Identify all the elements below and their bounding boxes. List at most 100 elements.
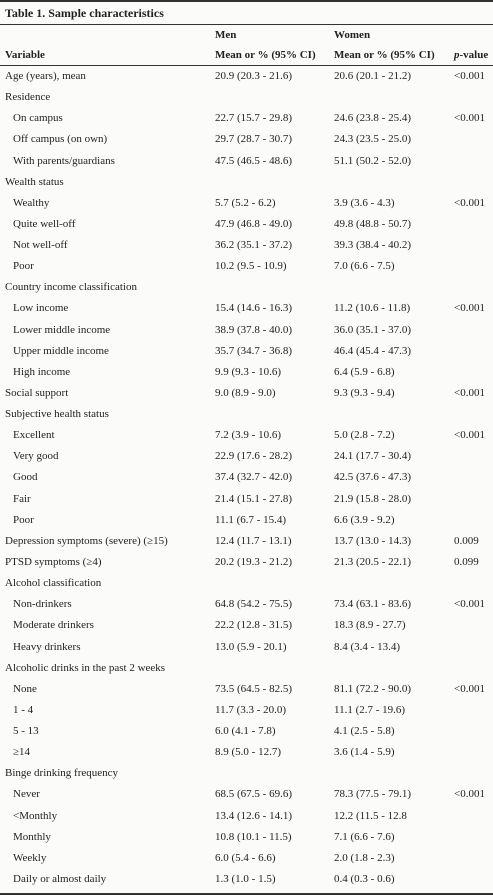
men-value: 11.1 (6.7 - 15.4)	[215, 513, 287, 526]
row-label: Poor	[13, 513, 34, 526]
row-label: Off campus (on own)	[13, 133, 108, 146]
variable-label: Country income classification	[5, 281, 137, 294]
women-value: 42.5 (37.6 - 47.3)	[334, 471, 411, 484]
men-value: 7.2 (3.9 - 10.6)	[215, 429, 281, 442]
men-value: 22.2 (12.8 - 31.5)	[215, 619, 292, 632]
variable-label: Age (years), mean	[5, 70, 86, 82]
row-label: Low income	[13, 302, 69, 315]
men-value: 13.4 (12.6 - 14.1)	[215, 809, 292, 822]
row-label: Weekly	[13, 851, 47, 864]
women-value: 8.4 (3.4 - 13.4)	[334, 640, 400, 653]
women-value: 20.6 (20.1 - 21.2)	[334, 70, 411, 82]
row-label: Daily or almost daily	[13, 872, 107, 885]
women-value: 7.0 (6.6 - 7.5)	[334, 260, 395, 273]
row-label: Upper middle income	[13, 344, 109, 357]
bottom-rule	[0, 893, 493, 895]
row-label: Fair	[13, 492, 31, 505]
p-value: 0.009	[454, 534, 479, 547]
row-label: Excellent	[13, 429, 55, 442]
row-label: Non-drinkers	[13, 598, 72, 611]
women-value: 6.4 (5.9 - 6.8)	[334, 365, 395, 378]
men-value: 12.4 (11.7 - 13.1)	[215, 534, 292, 547]
group-header: Men	[215, 29, 237, 41]
row-label: Good	[13, 471, 38, 484]
women-value: 81.1 (72.2 - 90.0)	[334, 682, 411, 695]
row-label: With parents/guardians	[13, 154, 115, 167]
women-value: 2.0 (1.8 - 2.3)	[334, 851, 395, 864]
p-value: <0.001	[454, 70, 485, 82]
women-value: 73.4 (63.1 - 83.6)	[334, 598, 411, 611]
men-value: 22.9 (17.6 - 28.2)	[215, 450, 292, 463]
p-value: <0.001	[454, 788, 485, 801]
p-value: <0.001	[454, 386, 485, 399]
variable-label: Social support	[5, 386, 69, 399]
row-label: Moderate drinkers	[13, 619, 94, 632]
p-value: 0.099	[454, 555, 479, 568]
variable-label: Residence	[5, 91, 51, 104]
men-value: 20.9 (20.3 - 21.6)	[215, 70, 292, 82]
women-value: 39.3 (38.4 - 40.2)	[334, 239, 411, 252]
women-value: 24.1 (17.7 - 30.4)	[334, 450, 411, 463]
men-value: 9.9 (9.3 - 10.6)	[215, 365, 281, 378]
women-value: 18.3 (8.9 - 27.7)	[334, 619, 406, 632]
row-label: None	[13, 682, 37, 695]
men-value: 36.2 (35.1 - 37.2)	[215, 239, 292, 252]
women-value: 12.2 (11.5 - 12.8	[334, 809, 407, 822]
women-value: 46.4 (45.4 - 47.3)	[334, 344, 411, 357]
men-value: 35.7 (34.7 - 36.8)	[215, 344, 292, 357]
men-value: 47.5 (46.5 - 48.6)	[215, 154, 292, 167]
row-label: Very good	[13, 450, 59, 463]
title-rule	[0, 24, 493, 25]
men-value: 11.7 (3.3 - 20.0)	[215, 703, 287, 716]
row-label: <Monthly	[13, 809, 58, 822]
men-value: 68.5 (67.5 - 69.6)	[215, 788, 292, 801]
women-value: 13.7 (13.0 - 14.3)	[334, 534, 411, 547]
row-label: Heavy drinkers	[13, 640, 81, 653]
variable-label: Alcoholic drinks in the past 2 weeks	[5, 661, 166, 674]
women-value: 6.6 (3.9 - 9.2)	[334, 513, 395, 526]
women-value: 3.6 (1.4 - 5.9)	[334, 746, 395, 759]
men-value: 13.0 (5.9 - 20.1)	[215, 640, 287, 653]
variable-label: Alcohol classification	[5, 577, 102, 590]
row-label: On campus	[13, 112, 63, 125]
row-label: Poor	[13, 260, 34, 273]
row-label: ≥14	[13, 746, 31, 759]
men-value: 29.7 (28.7 - 30.7)	[215, 133, 292, 146]
women-value: 5.0 (2.8 - 7.2)	[334, 429, 395, 442]
women-value: 78.3 (77.5 - 79.1)	[334, 788, 411, 801]
row-label: Wealthy	[13, 196, 50, 209]
men-value: 1.3 (1.0 - 1.5)	[215, 872, 276, 885]
women-value: 36.0 (35.1 - 37.0)	[334, 323, 411, 336]
men-value: 20.2 (19.3 - 21.2)	[215, 555, 292, 568]
men-value: 15.4 (14.6 - 16.3)	[215, 302, 292, 315]
women-value: 4.1 (2.5 - 5.8)	[334, 725, 395, 738]
men-value: 6.0 (4.1 - 7.8)	[215, 725, 276, 738]
column-header: Variable	[5, 49, 45, 61]
row-label: 1 - 4	[13, 703, 34, 716]
header-rule	[0, 65, 493, 66]
women-value: 21.9 (15.8 - 28.0)	[334, 492, 411, 505]
women-value: 24.3 (23.5 - 25.0)	[334, 133, 411, 146]
p-value: <0.001	[454, 196, 485, 209]
p-value: <0.001	[454, 598, 485, 611]
row-label: Monthly	[13, 830, 51, 843]
p-value: <0.001	[454, 302, 485, 315]
variable-label: Binge drinking frequency	[5, 767, 119, 780]
women-value: 49.8 (48.8 - 50.7)	[334, 217, 411, 230]
women-value: 11.2 (10.6 - 11.8)	[334, 302, 411, 315]
women-value: 0.4 (0.3 - 0.6)	[334, 872, 395, 885]
men-value: 37.4 (32.7 - 42.0)	[215, 471, 292, 484]
variable-label: Depression symptoms (severe) (≥15)	[5, 534, 168, 547]
top-rule	[0, 0, 493, 2]
men-value: 38.9 (37.8 - 40.0)	[215, 323, 292, 336]
p-value: <0.001	[454, 112, 485, 125]
p-value: <0.001	[454, 429, 485, 442]
women-value: 11.1 (2.7 - 19.6)	[334, 703, 406, 716]
men-value: 73.5 (64.5 - 82.5)	[215, 682, 292, 695]
table-title: Table 1. Sample characteristics	[5, 6, 164, 20]
men-value: 47.9 (46.8 - 49.0)	[215, 217, 292, 230]
men-value: 9.0 (8.9 - 9.0)	[215, 386, 276, 399]
men-value: 10.8 (10.1 - 11.5)	[215, 830, 292, 843]
men-value: 5.7 (5.2 - 6.2)	[215, 196, 276, 209]
